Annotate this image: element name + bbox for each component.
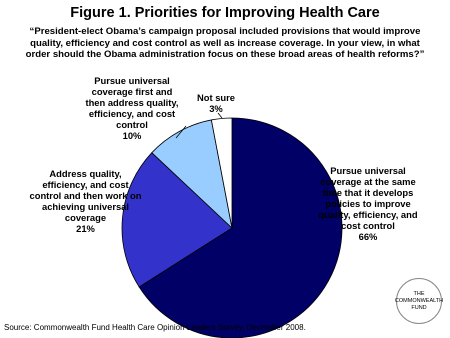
slice-label: Not sure 3%	[196, 92, 236, 114]
leader-line	[175, 125, 187, 139]
value-label: 21%	[76, 223, 95, 234]
logo-text: THE COMMONWEALTH FUND	[394, 290, 444, 311]
logo: THE COMMONWEALTH FUND	[394, 278, 444, 324]
chart-subtitle: “President-elect Obama’s campaign propos…	[25, 26, 425, 60]
value-label: 66%	[358, 231, 378, 242]
slice-label: Pursue universal coverage at the same ti…	[312, 165, 424, 242]
pie-slice	[138, 117, 343, 338]
pie-slice	[210, 117, 233, 229]
value-label: 10%	[122, 130, 142, 141]
slice-label: Pursue universal coverage first and then…	[82, 75, 182, 141]
source-note: Source: Commonwealth Fund Health Care Op…	[4, 323, 306, 332]
chart-title: Figure 1. Priorities for Improving Healt…	[70, 5, 380, 21]
pie-slice	[121, 152, 233, 288]
value-label: 3%	[209, 103, 223, 114]
slice-label: Address quality, efficiency, and cost co…	[29, 168, 142, 234]
leader-line	[217, 112, 223, 119]
